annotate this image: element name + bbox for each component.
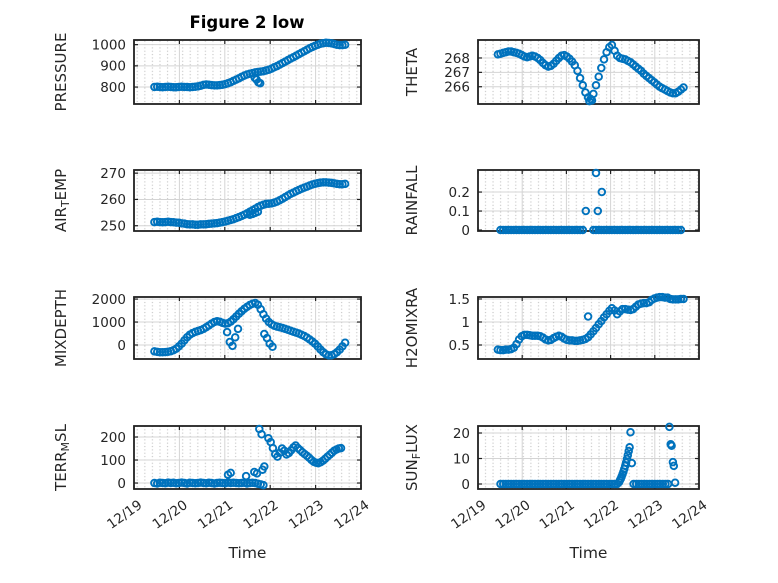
y-tick-label: 260 bbox=[100, 192, 126, 208]
y-axis-label-air-temp: AIRTEMP bbox=[52, 169, 72, 232]
y-tick-labels: 0 1000 2000 bbox=[92, 292, 126, 354]
y-tick-label: 100 bbox=[100, 453, 126, 469]
y-tick-label: 1000 bbox=[92, 315, 126, 331]
subplot-terr-msl: 0 100 200 TERRMSL 12/19 12/20 12/21 12/22 12/23 1… bbox=[52, 423, 372, 562]
figure-title: Figure 2 low bbox=[189, 13, 304, 32]
x-axis-label: Time bbox=[569, 544, 608, 562]
y-tick-labels: 0 0.1 0.2 bbox=[449, 185, 470, 239]
x-tick-label: 12/23 bbox=[286, 497, 327, 532]
y-tick-labels: 0 100 200 bbox=[100, 430, 126, 492]
y-tick-label: 2000 bbox=[92, 292, 126, 308]
subplot-h2omixra: 0.5 1 1.5 H2OMIXRA bbox=[403, 287, 700, 368]
subplot-mixdepth: 0 1000 2000 MIXDEPTH bbox=[52, 289, 362, 367]
y-tick-label: 800 bbox=[100, 80, 126, 96]
subplot-air-temp: 250 260 270 AIRTEMP bbox=[52, 166, 362, 235]
y-axis-label-mixdepth: MIXDEPTH bbox=[52, 289, 70, 367]
y-tick-label: 266 bbox=[444, 80, 470, 96]
y-tick-label: 200 bbox=[100, 430, 126, 446]
axis-box bbox=[133, 39, 362, 105]
x-tick-label: 12/21 bbox=[537, 497, 578, 532]
y-tick-label: 0.1 bbox=[449, 204, 470, 220]
y-tick-label: 1000 bbox=[92, 37, 126, 53]
y-tick-label: 900 bbox=[100, 59, 126, 75]
x-tick-label: 12/19 bbox=[104, 497, 145, 532]
x-tick-label: 12/20 bbox=[492, 497, 533, 532]
y-axis-label-terr-msl: TERRMSL bbox=[52, 423, 72, 492]
x-axis-label: Time bbox=[228, 544, 267, 562]
y-axis-label-theta: THETA bbox=[403, 47, 421, 97]
axis-box bbox=[133, 169, 362, 232]
x-tick-label: 12/23 bbox=[625, 497, 666, 532]
y-tick-labels: 0 10 20 bbox=[453, 426, 470, 493]
y-tick-labels: 800 900 1000 bbox=[92, 37, 126, 95]
x-tick-label: 12/20 bbox=[150, 497, 191, 532]
y-tick-label: 250 bbox=[100, 219, 126, 235]
axis-box bbox=[477, 425, 700, 490]
y-axis-label-rainfall: RAINFALL bbox=[403, 165, 421, 236]
y-tick-label: 268 bbox=[444, 51, 470, 67]
y-tick-label: 0 bbox=[461, 477, 470, 493]
data-markers bbox=[150, 178, 350, 229]
data-markers bbox=[150, 38, 350, 92]
y-tick-labels: 250 260 270 bbox=[100, 166, 126, 235]
data-markers bbox=[493, 292, 688, 355]
y-tick-label: 0.2 bbox=[449, 185, 470, 201]
y-tick-labels: 0.5 1 1.5 bbox=[449, 292, 470, 354]
x-tick-label: 12/19 bbox=[448, 497, 489, 532]
x-tick-label: 12/22 bbox=[581, 497, 622, 532]
y-tick-label: 0 bbox=[117, 476, 126, 492]
y-tick-label: 20 bbox=[453, 426, 470, 442]
y-axis-label-pressure: PRESSURE bbox=[52, 33, 70, 112]
minor-grid bbox=[478, 426, 699, 489]
subplot-pressure: 800 900 1000 PRESSURE bbox=[52, 33, 362, 112]
data-markers bbox=[496, 422, 680, 489]
data-markers bbox=[150, 424, 346, 490]
subplot-sun-flux: 0 10 20 SUNFLUX 12/19 12/20 12/21 12/22 12/23 12/… bbox=[403, 422, 710, 562]
minor-grid bbox=[478, 170, 699, 231]
x-tick-labels: 12/19 12/20 12/21 12/22 12/23 12/24 bbox=[448, 497, 710, 532]
data-markers bbox=[496, 168, 686, 235]
axis-box bbox=[477, 169, 700, 232]
y-tick-label: 270 bbox=[100, 166, 126, 182]
y-tick-label: 0 bbox=[461, 223, 470, 239]
data-markers bbox=[493, 40, 688, 106]
y-axis-label-h2omixra: H2OMIXRA bbox=[403, 287, 421, 368]
y-tick-label: 267 bbox=[444, 65, 470, 81]
data-markers bbox=[150, 298, 350, 360]
y-axis-label-sun-flux: SUNFLUX bbox=[403, 424, 423, 491]
y-tick-label: 0.5 bbox=[449, 338, 470, 354]
y-tick-label: 0 bbox=[117, 338, 126, 354]
major-grid bbox=[478, 170, 699, 231]
axis-box bbox=[477, 296, 700, 360]
axis-box bbox=[133, 296, 362, 360]
x-tick-label: 12/21 bbox=[195, 497, 236, 532]
y-tick-label: 1 bbox=[461, 315, 470, 331]
y-tick-label: 1.5 bbox=[449, 292, 470, 308]
x-tick-labels: 12/19 12/20 12/21 12/22 12/23 12/24 bbox=[104, 497, 372, 532]
x-tick-label: 12/22 bbox=[240, 497, 281, 532]
subplot-rainfall: 0 0.1 0.2 RAINFALL bbox=[403, 165, 700, 239]
x-tick-label: 12/24 bbox=[669, 497, 710, 532]
x-tick-label: 12/24 bbox=[331, 497, 372, 532]
y-tick-label: 10 bbox=[453, 451, 470, 467]
axis-box bbox=[133, 425, 362, 490]
